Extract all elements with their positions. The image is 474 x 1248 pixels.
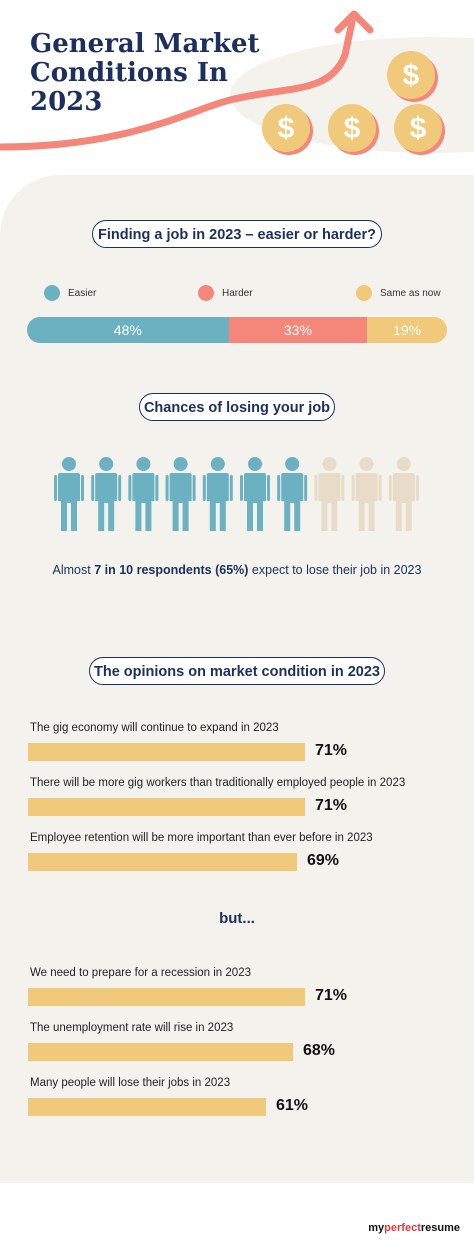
person-icon-filled	[128, 457, 159, 531]
svg-text:$: $	[410, 112, 427, 145]
opinion-bar	[28, 798, 305, 816]
person-icon-filled	[91, 457, 122, 531]
opinion-label: Employee retention will be more importan…	[30, 832, 373, 844]
svg-text:$: $	[278, 112, 295, 145]
coin-icon: $	[387, 51, 438, 102]
note-text-bold: 7 in 10 respondents (65%)	[94, 563, 249, 577]
opinion-bar	[28, 743, 305, 761]
opinion-value-label: 68%	[303, 1042, 336, 1059]
opinion-label: The unemployment rate will rise in 2023	[30, 1022, 234, 1034]
trend-arrow-head	[334, 10, 374, 34]
svg-text:$: $	[344, 112, 361, 145]
opinion-bar	[28, 988, 305, 1006]
legend-item-same: Same as now	[356, 284, 441, 302]
legend-swatch	[44, 285, 60, 301]
person-icon-empty	[388, 457, 419, 531]
coin-icon: $	[328, 104, 379, 155]
page-title: General Market Conditions In 2023	[30, 29, 260, 117]
person-icon-empty	[351, 457, 382, 531]
legend-item-harder: Harder	[198, 284, 253, 302]
svg-text:$: $	[403, 59, 420, 92]
people-pictogram	[54, 457, 419, 531]
section-heading-finding-job: Finding a job in 2023 – easier or harder…	[92, 220, 382, 248]
opinion-value-label: 71%	[315, 797, 348, 814]
header-decoration: $ $ $ $	[0, 10, 474, 155]
opinion-value-label: 69%	[307, 852, 340, 869]
note-text-post: expect to lose their job in 2023	[248, 563, 422, 577]
section-heading-opinions: The opinions on market condition in 2023	[89, 657, 385, 685]
legend-swatch	[356, 285, 372, 301]
bar-segment-easier: 48%	[27, 317, 229, 343]
opinion-label: Many people will lose their jobs in 2023	[30, 1077, 231, 1089]
brand-logo: myperfectresume	[368, 1222, 460, 1234]
legend-label: Harder	[222, 287, 253, 299]
opinion-label: There will be more gig workers than trad…	[30, 777, 406, 789]
but-divider-text: but...	[219, 910, 255, 927]
legend-item-easier: Easier	[44, 284, 96, 302]
trend-arrow-line	[0, 18, 356, 151]
losing-job-note: Almost 7 in 10 respondents (65%) expect …	[0, 563, 474, 577]
coin-icon: $	[262, 104, 313, 155]
brand-text-my: my	[368, 1222, 385, 1234]
person-icon-filled	[202, 457, 233, 531]
opinion-bar	[28, 1098, 266, 1116]
coin-icon: $	[394, 104, 445, 155]
opinion-value-label: 61%	[276, 1097, 309, 1114]
opinion-label: The gig economy will continue to expand …	[30, 722, 279, 734]
legend-swatch	[198, 285, 214, 301]
brand-text-perfect: perfect	[384, 1222, 421, 1234]
person-icon-filled	[240, 457, 270, 531]
person-icon-filled	[277, 457, 308, 531]
bar-segment-same: 19%	[367, 317, 447, 343]
opinion-value-label: 71%	[315, 742, 348, 759]
person-icon-filled	[54, 457, 84, 531]
opinion-bar	[28, 853, 297, 871]
opinion-value-label: 71%	[315, 987, 348, 1004]
legend-label: Easier	[68, 287, 97, 299]
person-icon-empty	[314, 457, 345, 531]
section-heading-losing-job: Chances of losing your job	[139, 393, 335, 421]
stacked-bar: 48% 33% 19%	[27, 317, 447, 343]
note-text-pre: Almost	[52, 563, 95, 577]
bar-segment-harder: 33%	[228, 317, 368, 343]
opinion-label: We need to prepare for a recession in 20…	[30, 967, 251, 979]
brand-text-resume: resume	[420, 1222, 460, 1234]
opinion-bar	[28, 1043, 293, 1061]
legend-label: Same as now	[380, 287, 441, 299]
person-icon-filled	[165, 457, 196, 531]
